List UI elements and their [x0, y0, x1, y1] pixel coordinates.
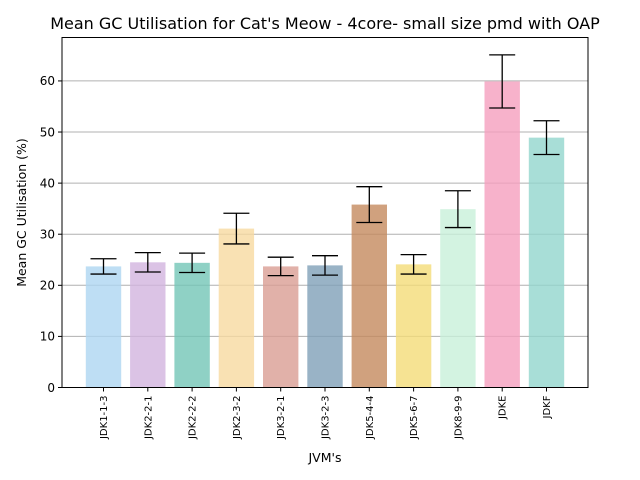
bar-jdk3-2-1 [263, 266, 299, 388]
x-tick-label: JDK2-2-2 [188, 396, 199, 441]
bar-jdk8-9-9 [440, 209, 476, 388]
y-tick-label: 50 [40, 125, 55, 139]
y-tick-label: 20 [40, 279, 55, 293]
x-tick-label: JDKF [542, 395, 553, 419]
y-axis-label: Mean GC Utilisation (%) [14, 138, 29, 287]
x-tick-label: JDK3-2-1 [276, 396, 287, 441]
y-ticks: 0 10 20 30 40 50 60 [40, 74, 62, 395]
x-axis-label: JVM's [308, 450, 342, 465]
bar-jdk5-6-7 [395, 264, 432, 388]
bar-jdk2-3-2 [218, 228, 255, 388]
bar-jdk5-4-4 [351, 204, 387, 388]
x-tick-label: JDK2-3-2 [232, 396, 243, 441]
x-tick-label: JDK2-2-1 [143, 396, 154, 441]
bars [85, 81, 565, 388]
x-tick-label: JDK5-4-4 [365, 396, 376, 441]
y-tick-label: 10 [40, 330, 55, 344]
x-ticks: JDK1-1-3 JDK2-2-1 JDK2-2-2 JDK2-3-2 JDK3-2-1… [99, 387, 553, 441]
bar-jdk2-2-1 [130, 262, 166, 388]
error-bars [90, 54, 560, 277]
bar-jdk3-2-3 [307, 265, 343, 388]
y-tick-label: 40 [40, 176, 55, 190]
bar-jdke [484, 81, 520, 388]
bar-jdkf [528, 137, 565, 388]
x-tick-label: JDK3-2-3 [321, 396, 332, 441]
x-tick-label: JDK8-9-9 [453, 396, 464, 441]
y-tick-label: 30 [40, 228, 55, 242]
chart-title: Mean GC Utilisation for Cat's Meow - 4co… [50, 14, 600, 33]
x-tick-label: JDK1-1-3 [99, 396, 110, 441]
bar-jdk1-1-3 [85, 266, 122, 388]
x-tick-label: JDK5-6-7 [409, 396, 420, 441]
y-tick-label: 60 [40, 74, 55, 88]
x-tick-label: JDKE [498, 396, 509, 421]
y-tick-label: 0 [47, 381, 55, 395]
bar-jdk2-2-2 [174, 262, 210, 388]
